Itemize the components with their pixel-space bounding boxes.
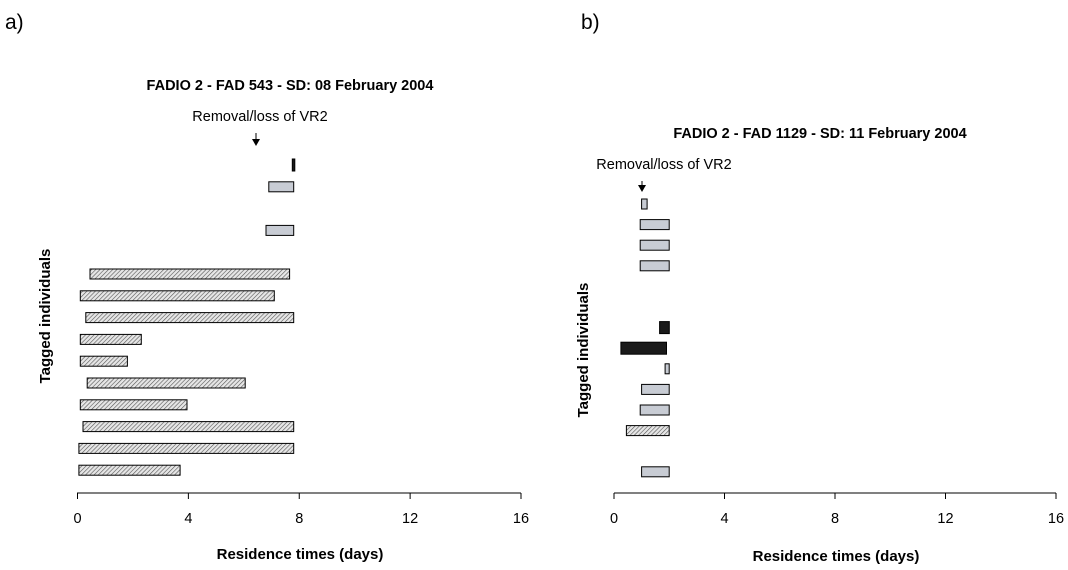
chart-a-bar-4 (90, 269, 290, 279)
chart-a-bar-12 (79, 443, 294, 453)
chart-b-x-tick-label-8: 8 (831, 511, 839, 527)
chart-b-annotation-arrow-icon (638, 185, 646, 192)
chart-a-title: FADIO 2 - FAD 543 - SD: 08 February 2004 (147, 78, 434, 94)
chart-a-x-tick-label-12: 12 (402, 511, 418, 527)
chart-a-bar-2 (269, 182, 294, 192)
chart-b-x-tick-label-16: 16 (1048, 511, 1064, 527)
chart-a-bar-11 (83, 422, 294, 432)
chart-a-y-axis-title: Tagged individuals (37, 249, 54, 384)
chart-a-x-tick-label-0: 0 (73, 511, 81, 527)
chart-b-x-ticks: 0 4 8 12 16 (610, 493, 1064, 527)
chart-a-bar-10 (80, 400, 187, 410)
chart-a-bar-5 (80, 291, 274, 301)
chart-b-bar-11 (642, 467, 670, 477)
chart-a-bar-6 (86, 313, 294, 323)
chart-b-bar-4 (640, 261, 669, 271)
chart-b-y-axis-title: Tagged individuals (575, 283, 592, 418)
chart-b-bar-5 (660, 322, 670, 334)
chart-b-bar-8 (642, 384, 670, 394)
chart-a-x-tick-label-8: 8 (295, 511, 303, 527)
chart-b-bar-1 (642, 199, 648, 209)
chart-a-bar-3 (266, 225, 294, 235)
chart-b-x-axis-title: Residence times (days) (753, 548, 920, 565)
chart-b-x-tick-label-4: 4 (720, 511, 728, 527)
chart-a-x-tick-label-16: 16 (513, 511, 529, 527)
chart-a-bar-7 (80, 334, 141, 344)
chart-b-bar-2 (640, 220, 669, 230)
chart-a-bar-8 (80, 356, 127, 366)
chart-b-bar-7 (665, 364, 669, 374)
chart-b-title: FADIO 2 - FAD 1129 - SD: 11 February 200… (673, 126, 966, 142)
chart-b-bar-6 (621, 342, 667, 354)
chart-b-bar-3 (640, 240, 669, 250)
chart-panel-b: b) FADIO 2 - FAD 1129 - SD: 11 February … (575, 11, 1064, 565)
chart-b-x-tick-label-0: 0 (610, 511, 618, 527)
chart-a-bars (79, 159, 295, 475)
chart-b-annotation: Removal/loss of VR2 (596, 157, 731, 173)
panel-a-label: a) (5, 11, 24, 34)
chart-b-bar-9 (640, 405, 669, 415)
chart-a-x-tick-label-4: 4 (184, 511, 192, 527)
chart-b-bar-10 (626, 426, 669, 436)
chart-panel-a: a) FADIO 2 - FAD 543 - SD: 08 February 2… (5, 11, 529, 563)
chart-a-bar-13 (79, 465, 180, 475)
chart-b-bars (621, 199, 669, 477)
chart-a-x-axis-title: Residence times (days) (217, 546, 384, 563)
chart-a-annotation: Removal/loss of VR2 (192, 109, 327, 125)
chart-b-x-tick-label-12: 12 (937, 511, 953, 527)
panel-b-label: b) (581, 11, 600, 34)
chart-a-x-ticks: 0 4 8 12 16 (73, 493, 529, 527)
chart-a-bar-9 (87, 378, 245, 388)
chart-a-annotation-arrow-icon (252, 139, 260, 146)
chart-a-bar-1 (292, 159, 295, 171)
